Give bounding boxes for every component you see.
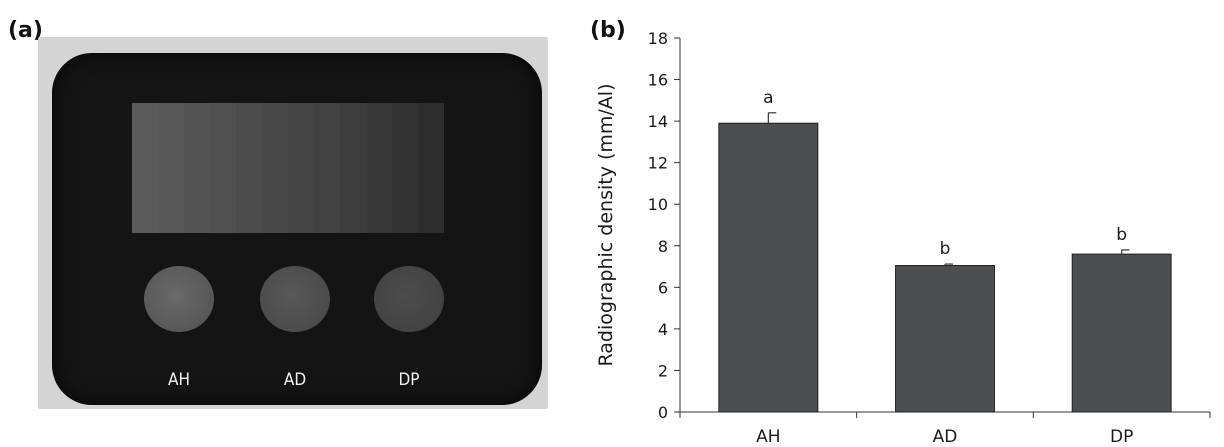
step-wedge-step: [418, 103, 444, 233]
aluminum-step-wedge: [132, 103, 444, 233]
y-tick-label: 4: [658, 320, 668, 339]
step-wedge-step: [392, 103, 418, 233]
step-wedge-step: [262, 103, 288, 233]
significance-label-ad: b: [940, 239, 951, 259]
step-wedge-step: [158, 103, 184, 233]
sample-label-ah: AH: [168, 370, 190, 390]
x-tick-label-ad: AD: [933, 427, 958, 447]
radiographic-density-bar-chart: 0 2 4 6 8 10 12 14 16 18 a AH b AD b DP Radiographic den…: [595, 29, 1211, 447]
y-tick-label: 14: [648, 112, 668, 131]
y-tick-label: 16: [648, 71, 668, 90]
y-tick-label: 12: [648, 154, 668, 173]
sample-label-dp: DP: [398, 370, 420, 390]
step-wedge-step: [340, 103, 366, 233]
step-wedge-step: [210, 103, 236, 233]
significance-label-dp: b: [1116, 225, 1127, 245]
y-tick-label: 8: [658, 237, 668, 256]
y-tick-label: 10: [648, 195, 668, 214]
bar-ad: [895, 265, 995, 413]
y-tick-label: 18: [648, 29, 668, 48]
sample-disc-ad: [260, 266, 330, 332]
step-wedge-step: [288, 103, 314, 233]
step-wedge-step: [236, 103, 262, 233]
significance-label-ah: a: [763, 88, 773, 108]
step-wedge-step: [366, 103, 392, 233]
y-axis-title: Radiographic density (mm/Al): [595, 84, 617, 367]
panel-a-label: (a): [8, 18, 43, 43]
y-tick-label: 0: [658, 403, 668, 422]
sample-disc-dp: [374, 266, 444, 332]
x-tick-label-dp: DP: [1110, 427, 1133, 447]
y-tick-label: 6: [658, 278, 668, 297]
panel-b-label: (b): [590, 18, 626, 43]
sample-label-ad: AD: [283, 370, 307, 390]
y-tick-label: 2: [658, 361, 668, 380]
bar-ah: [718, 122, 819, 413]
step-wedge-step: [314, 103, 340, 233]
x-tick-label-ah: AH: [756, 427, 780, 447]
step-wedge-step: [132, 103, 158, 233]
bar-dp: [1071, 253, 1172, 413]
step-wedge-step: [184, 103, 210, 233]
sample-disc-ah: [144, 266, 214, 332]
